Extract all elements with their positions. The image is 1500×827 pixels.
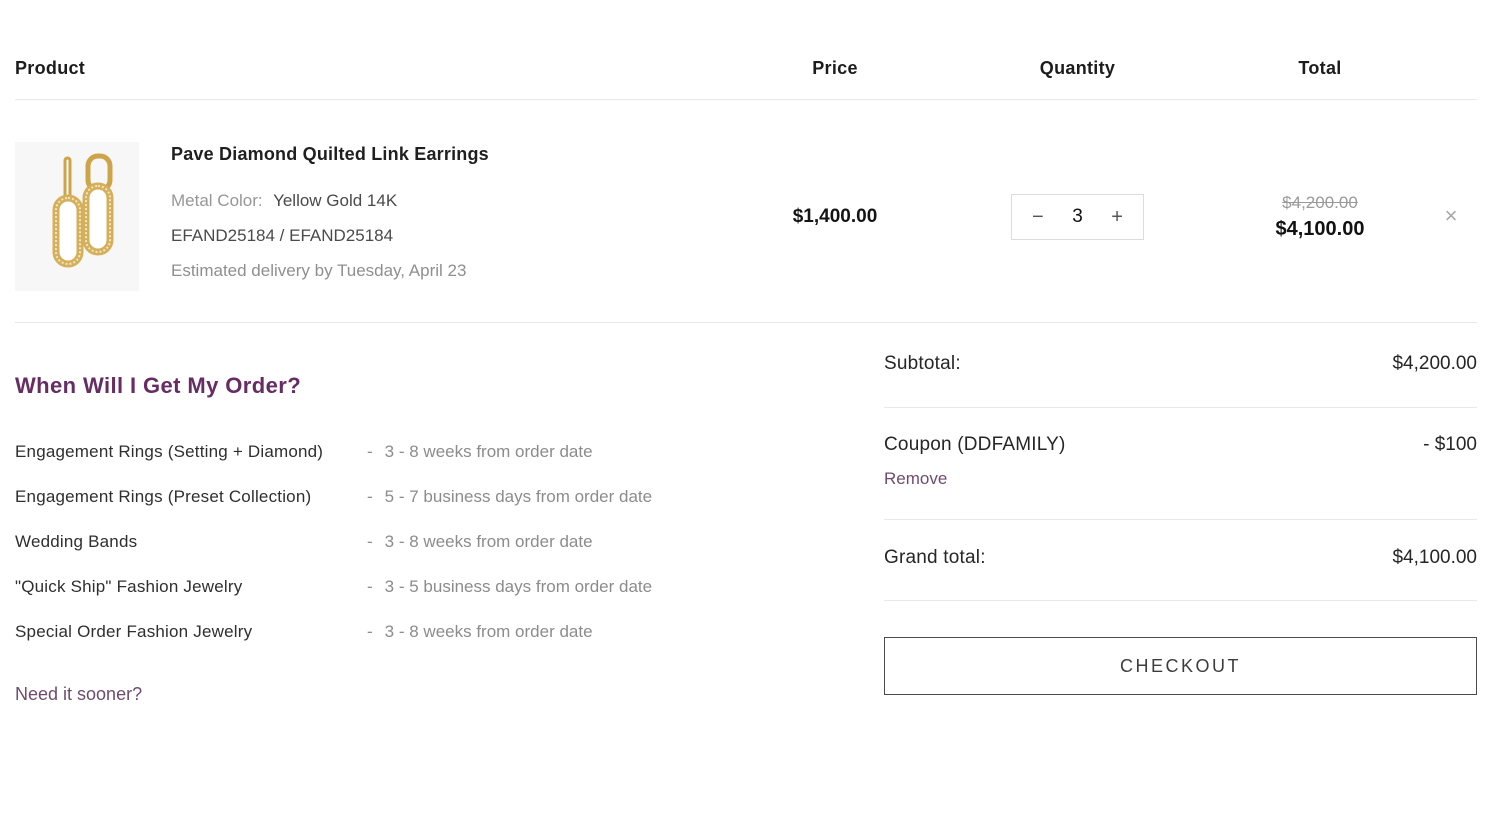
delivery-term: Special Order Fashion Jewelry	[15, 622, 253, 641]
delivery-term: Engagement Rings (Preset Collection)	[15, 487, 312, 506]
delivery-time: -3 - 5 business days from order date	[367, 574, 765, 600]
metal-color-label: Metal Color:	[171, 191, 263, 210]
item-total-discounted: $4,100.00	[1275, 217, 1365, 240]
dash: -	[367, 532, 373, 551]
dash: -	[367, 442, 373, 461]
item-price: $1,400.00	[792, 205, 878, 227]
dash: -	[367, 622, 373, 641]
delivery-heading: When Will I Get My Order?	[15, 373, 302, 398]
remove-item-icon[interactable]: ×	[1444, 203, 1458, 228]
product-cell: Pave Diamond Quilted Link Earrings Metal…	[15, 142, 730, 291]
coupon-section: Coupon (DDFAMILY) - $100 Remove	[884, 408, 1477, 520]
delivery-term: "Quick Ship" Fashion Jewelry	[15, 577, 243, 596]
need-it-sooner-link[interactable]: Need it sooner?	[15, 684, 143, 704]
product-metal-color: Metal Color: Yellow Gold 14K	[171, 183, 489, 218]
bottom-section: When Will I Get My Order? Engagement Rin…	[15, 323, 1477, 705]
remove-coupon-link[interactable]: Remove	[884, 469, 948, 488]
order-summary: Subtotal: $4,200.00 Coupon (DDFAMILY) - …	[884, 323, 1477, 705]
delivery-term: Engagement Rings (Setting + Diamond)	[15, 442, 324, 461]
delivery-time-text: 3 - 8 weeks from order date	[384, 442, 593, 461]
subtotal-section: Subtotal: $4,200.00	[884, 353, 1477, 408]
delivery-time-text: 3 - 8 weeks from order date	[384, 532, 593, 551]
dash: -	[367, 487, 373, 506]
delivery-estimate: Estimated delivery by Tuesday, April 23	[171, 261, 467, 280]
delivery-list: Engagement Rings (Setting + Diamond) -3 …	[15, 439, 765, 645]
delivery-info-section: When Will I Get My Order? Engagement Rin…	[15, 323, 765, 705]
coupon-label: Coupon (DDFAMILY)	[884, 434, 1066, 455]
delivery-time: -3 - 8 weeks from order date	[367, 529, 765, 555]
quantity-stepper: − 3 +	[1011, 193, 1144, 240]
metal-color-value: Yellow Gold 14K	[273, 191, 398, 210]
delivery-time: -3 - 8 weeks from order date	[367, 439, 765, 465]
delivery-time-text: 3 - 8 weeks from order date	[384, 622, 593, 641]
delivery-row: Wedding Bands -3 - 8 weeks from order da…	[15, 529, 765, 555]
item-total-original: $4,200.00	[1282, 192, 1358, 212]
coupon-value: - $100	[1423, 434, 1477, 455]
cart-item-row: Pave Diamond Quilted Link Earrings Metal…	[15, 100, 1477, 323]
remove-item-cell: ×	[1425, 205, 1477, 228]
quantity-cell: − 3 +	[940, 193, 1215, 240]
grand-total-value: $4,100.00	[1392, 547, 1477, 568]
column-header-quantity: Quantity	[1039, 58, 1116, 78]
column-header-product: Product	[15, 58, 86, 78]
gold-earrings-image	[15, 142, 139, 291]
product-title[interactable]: Pave Diamond Quilted Link Earrings	[171, 144, 489, 164]
subtotal-label: Subtotal:	[884, 353, 961, 374]
grand-total-section: Grand total: $4,100.00	[884, 520, 1477, 601]
item-total-cell: $4,200.00 $4,100.00	[1215, 193, 1425, 241]
delivery-time-text: 3 - 5 business days from order date	[384, 577, 653, 596]
delivery-time-text: 5 - 7 business days from order date	[384, 487, 653, 506]
delivery-time: -5 - 7 business days from order date	[367, 484, 765, 510]
quantity-value[interactable]: 3	[1072, 205, 1083, 227]
subtotal-value: $4,200.00	[1392, 353, 1477, 374]
quantity-increase-button[interactable]: +	[1111, 205, 1123, 228]
column-header-price: Price	[812, 58, 858, 78]
dash: -	[367, 577, 373, 596]
delivery-row: Engagement Rings (Preset Collection) -5 …	[15, 484, 765, 510]
delivery-row: "Quick Ship" Fashion Jewelry -3 - 5 busi…	[15, 574, 765, 600]
cart-page: Product Price Quantity Total	[15, 0, 1477, 705]
grand-total-label: Grand total:	[884, 547, 986, 568]
quantity-decrease-button[interactable]: −	[1032, 205, 1044, 228]
delivery-row: Engagement Rings (Setting + Diamond) -3 …	[15, 439, 765, 465]
delivery-term: Wedding Bands	[15, 532, 138, 551]
product-image[interactable]	[15, 142, 139, 291]
column-header-total: Total	[1298, 58, 1342, 78]
delivery-row: Special Order Fashion Jewelry -3 - 8 wee…	[15, 619, 765, 645]
product-info: Pave Diamond Quilted Link Earrings Metal…	[171, 142, 489, 288]
delivery-time: -3 - 8 weeks from order date	[367, 619, 765, 645]
cart-table-header: Product Price Quantity Total	[15, 0, 1477, 100]
checkout-button[interactable]: CHECKOUT	[884, 637, 1477, 695]
product-sku: EFAND25184 / EFAND25184	[171, 226, 394, 245]
